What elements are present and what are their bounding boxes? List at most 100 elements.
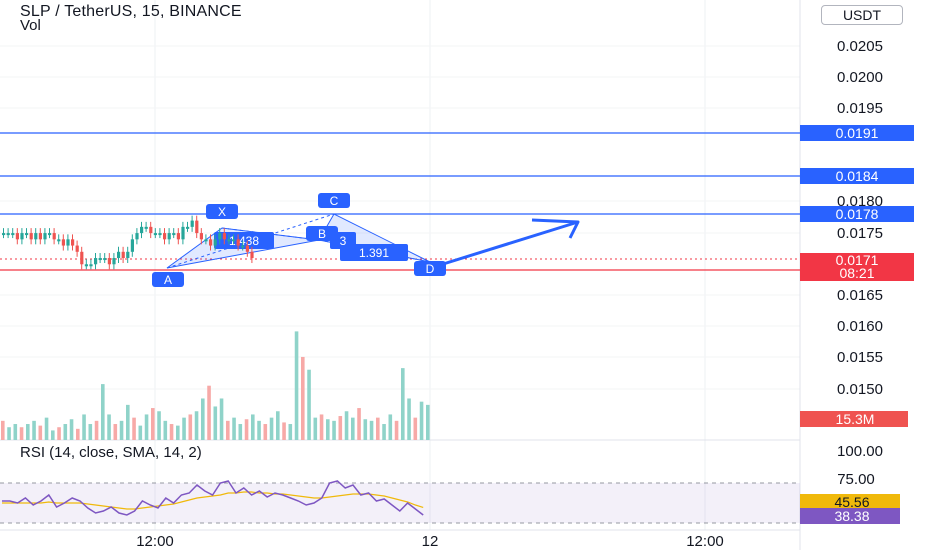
volume-bar (51, 430, 55, 440)
ratio-label: 1.391 (359, 246, 389, 260)
candle-body (144, 226, 148, 229)
candle-body (112, 258, 116, 265)
volume-bar (182, 417, 186, 440)
candle-body (227, 239, 231, 242)
candle-body (98, 258, 102, 261)
candle-body (80, 251, 84, 265)
candle-body (2, 233, 6, 236)
pattern-point-label: X (218, 205, 226, 219)
volume-bar (413, 417, 418, 440)
time-axis[interactable]: 12:00 12 12:00 (0, 529, 800, 550)
candle-body (38, 233, 42, 240)
volume-bar (251, 414, 255, 440)
volume-bar (426, 404, 430, 440)
time-tick-label: 12:00 (686, 533, 724, 550)
volume-bar (344, 411, 349, 440)
level-price-tag (800, 125, 914, 141)
projection-arrow-head (531, 218, 580, 239)
pattern-point-label: D (426, 262, 435, 276)
price-tick-label: 0.0205 (837, 38, 883, 55)
rsi-tick-label: 75.00 (837, 471, 875, 488)
candle-body (25, 233, 29, 236)
volume-bar (257, 420, 261, 440)
harmonic-pattern-drawing[interactable]: 1.438 1.391 3 X A B C D (152, 193, 580, 287)
currency-button[interactable]: USDT (821, 5, 903, 25)
candle-body (15, 233, 19, 240)
rsi-tick-label: 100.00 (837, 443, 883, 460)
candle-body (75, 245, 79, 252)
volume-bar (288, 424, 293, 440)
last-price-value: 0.0171 (836, 252, 879, 268)
volume-bar (282, 422, 286, 440)
pattern-point-label: A (164, 273, 172, 287)
candle-body (158, 233, 162, 236)
candle-body (186, 226, 190, 229)
pattern-point-box (414, 261, 446, 276)
candle-body (204, 239, 208, 242)
volume-bar (38, 425, 43, 440)
chart-grid (0, 0, 801, 550)
candle-body (126, 251, 130, 259)
price-tick-label: 0.0165 (837, 287, 883, 304)
rsi-pane (0, 480, 800, 524)
candle-body (172, 233, 176, 236)
volume-bar (13, 424, 18, 440)
volume-bar (326, 419, 330, 440)
countdown-value: 08:21 (839, 265, 874, 281)
volume-bar (69, 419, 74, 440)
volume-bar (101, 384, 105, 440)
candle-body (140, 226, 144, 234)
price-tick-label: 0.0180 (837, 193, 883, 210)
candle-body (57, 239, 61, 242)
candle-body (61, 239, 65, 246)
volume-bar (351, 417, 355, 440)
pattern-point-box (306, 226, 338, 241)
volume-bar (419, 401, 424, 440)
candle-body (195, 220, 199, 234)
candle-body (250, 251, 254, 259)
pattern-ac-line (166, 213, 335, 269)
volume-bar (157, 411, 161, 440)
volume-bar (26, 424, 30, 440)
volume-bar (338, 416, 343, 440)
volume-bar (357, 408, 361, 440)
rsi-line (2, 480, 424, 516)
candle-body (34, 233, 38, 240)
candle-body (107, 258, 111, 265)
price-axis[interactable]: 0.0205 0.0200 0.0195 0.0180 0.0175 0.0165 0.01… (800, 38, 914, 524)
candle-body (245, 245, 249, 252)
candle-body (89, 264, 93, 267)
volume-bar (132, 417, 136, 440)
rsi-ma-value: 45.56 (834, 494, 869, 510)
last-price-tag (800, 253, 914, 281)
candle-body (163, 233, 167, 240)
volume-bar (213, 406, 218, 440)
volume-bar (94, 420, 99, 440)
price-tick-label: 0.0150 (837, 381, 883, 398)
candle-body (135, 233, 139, 240)
volume-bar (113, 424, 118, 440)
candle-body (94, 258, 98, 265)
volume-bar (1, 420, 5, 440)
volume-bar (363, 419, 368, 440)
candle-body (218, 233, 222, 240)
volume-bar (226, 420, 230, 440)
candle-body (190, 220, 194, 227)
volume-bar (313, 417, 318, 440)
price-tick-label: 0.0160 (837, 318, 883, 335)
candle-body (117, 251, 121, 259)
rsi-label: RSI (14, close, SMA, 14, 2) (20, 444, 202, 461)
volume-bar (7, 427, 11, 440)
volume-bar (144, 414, 149, 440)
candle-body (43, 233, 47, 240)
volume-bar (107, 414, 111, 440)
volume-bar (57, 427, 61, 440)
volume-bar (407, 398, 411, 440)
level-price-text: 0.0184 (836, 168, 879, 184)
candle-body (121, 251, 125, 259)
pattern-point-box (318, 193, 350, 208)
candlestick-series (2, 215, 254, 270)
projection-arrow-line (439, 220, 579, 267)
volume-bar (232, 417, 236, 440)
